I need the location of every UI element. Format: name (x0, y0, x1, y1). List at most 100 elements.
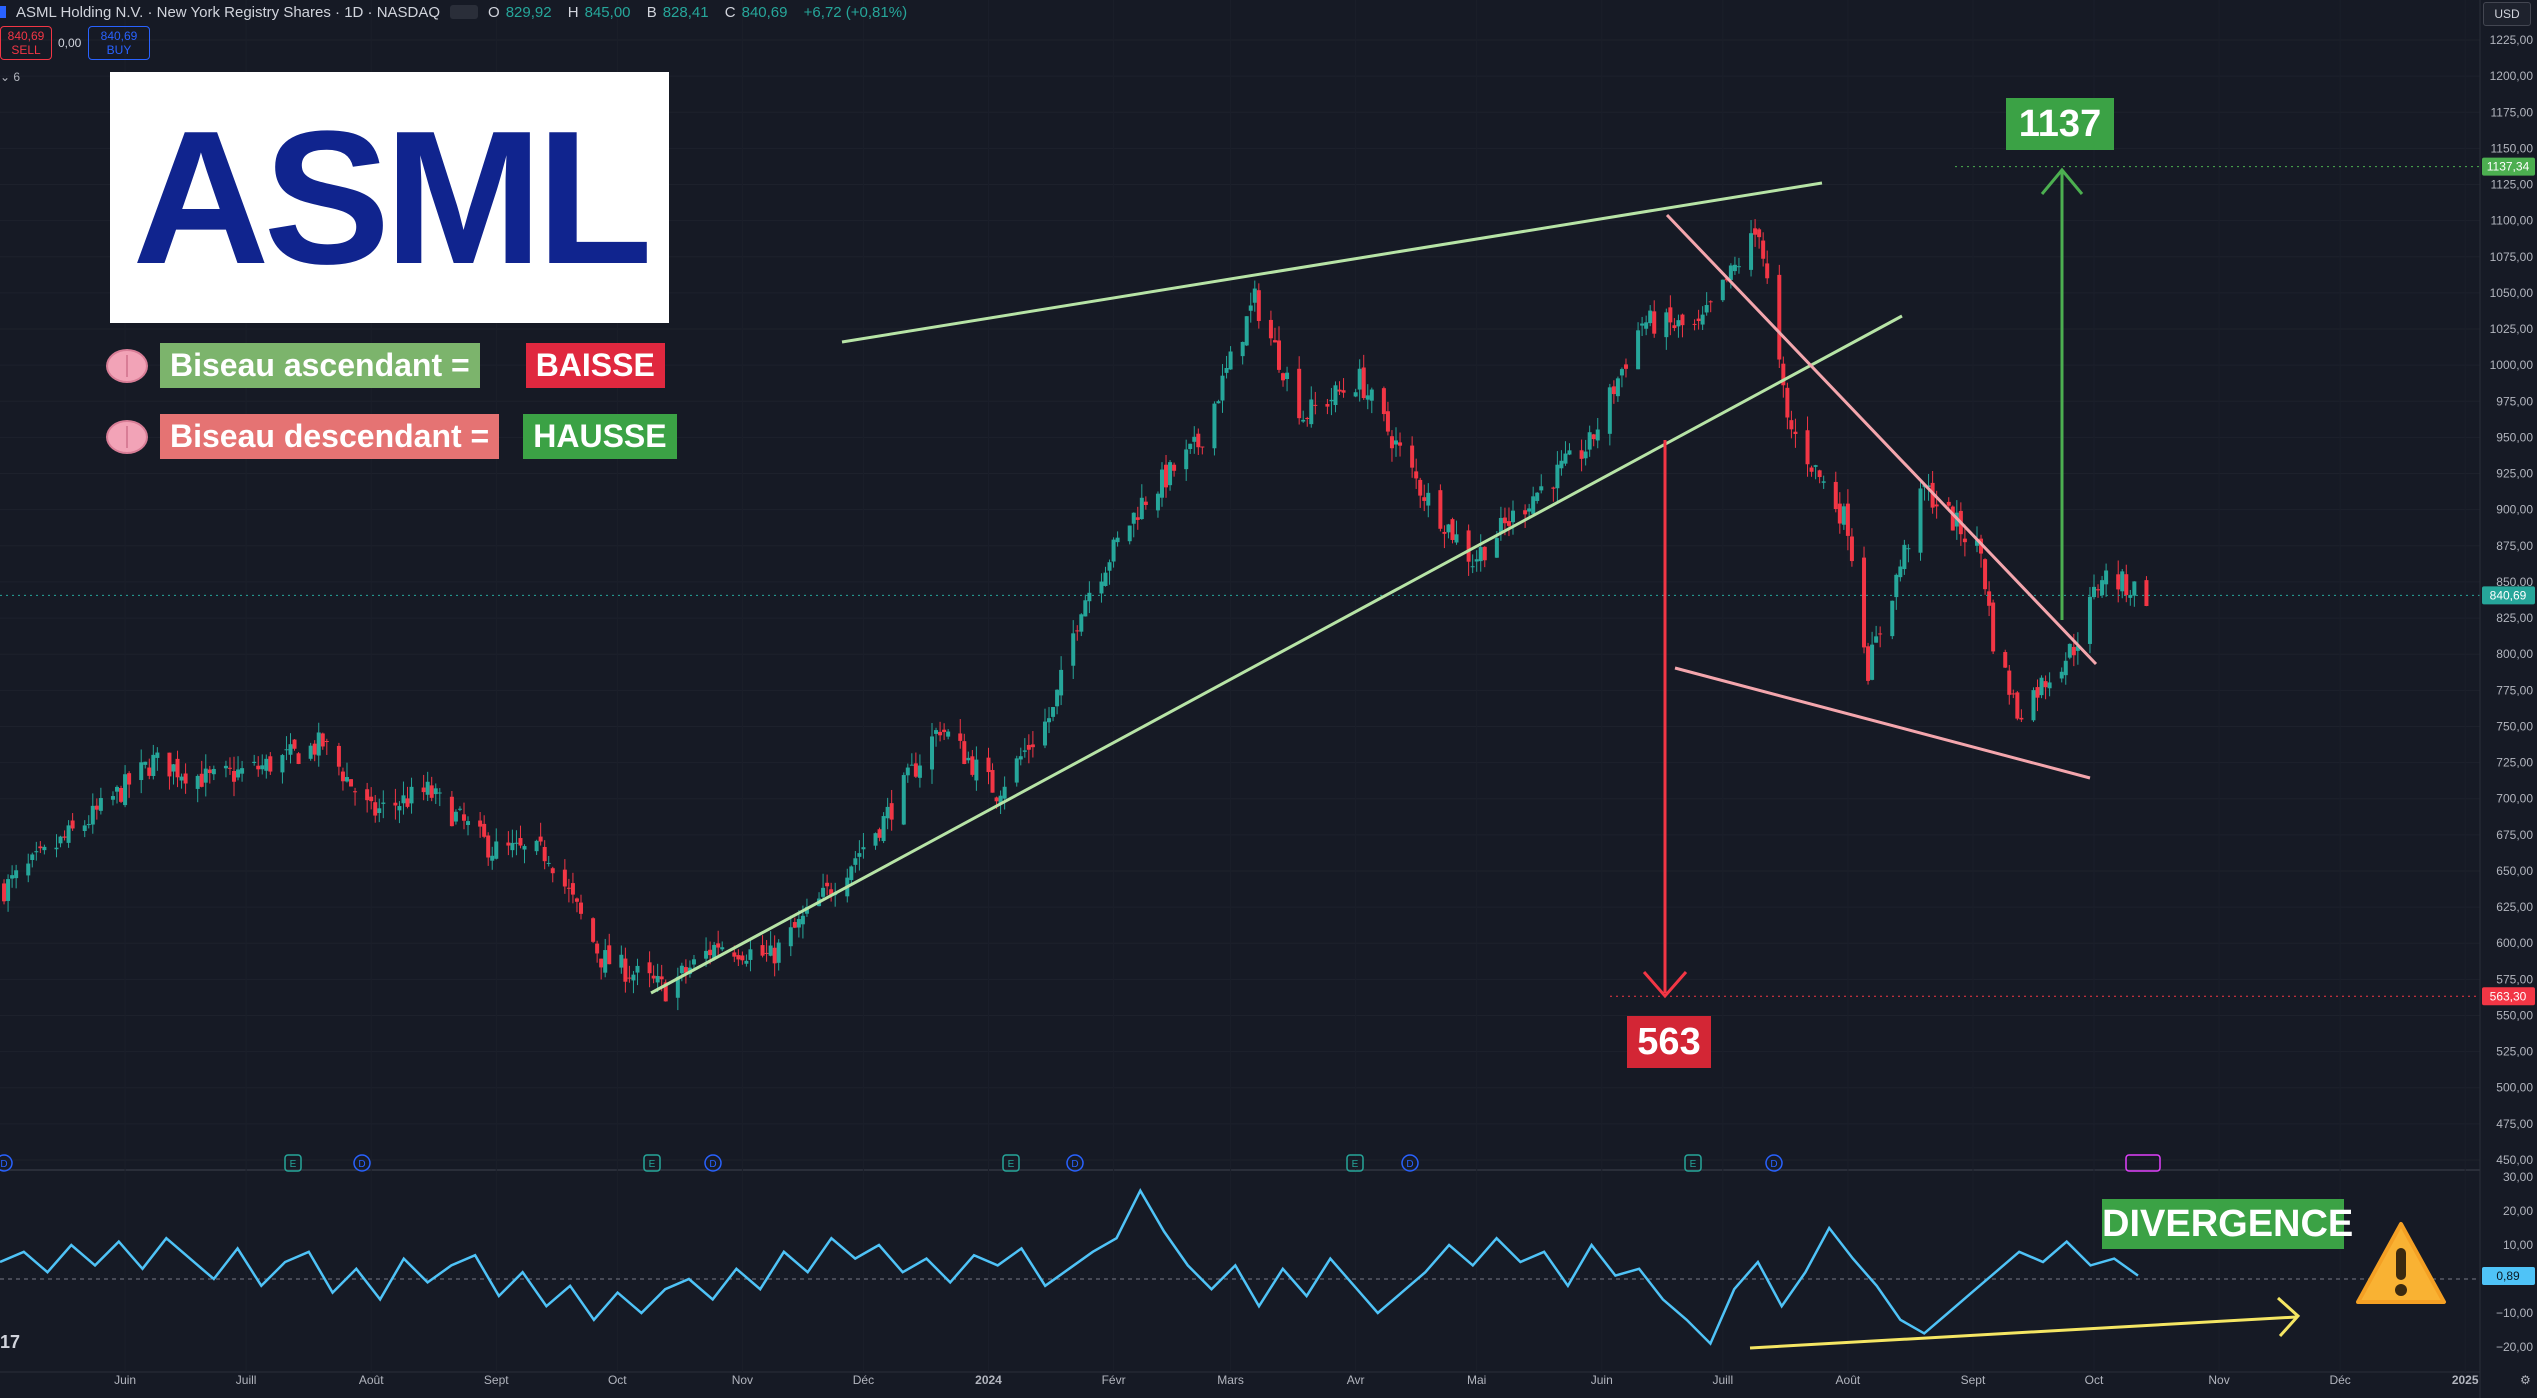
oscillator-value-tag (2482, 1266, 2535, 1285)
event-marker-letter: D (709, 1159, 716, 1170)
sell-button[interactable]: 840,69 SELL (0, 26, 52, 60)
candle-body (433, 788, 438, 795)
falling-wedge-upper-line (1665, 213, 2098, 666)
candle-body (34, 851, 39, 853)
price-tick-label: 1050,00 (2490, 286, 2534, 300)
candle-body (2100, 580, 2105, 596)
rising-wedge-result: BAISSE (525, 343, 665, 388)
candle-body (2063, 660, 2068, 676)
candle-body (1470, 566, 1475, 568)
candle-body (1535, 492, 1540, 501)
candle-body (776, 942, 781, 963)
candle-body (1155, 493, 1160, 511)
candle-body (986, 757, 991, 773)
time-tick-label: Avr (1347, 1373, 1365, 1387)
candle-body (1523, 510, 1528, 515)
candle-body (94, 805, 99, 810)
candle-body (1555, 464, 1560, 489)
candle-body (1494, 538, 1499, 558)
candle-body (1845, 503, 1850, 536)
candle-body (683, 967, 688, 973)
indicators-toggle[interactable]: ⌄ 6 (0, 70, 21, 84)
dividend-marker-icon (704, 1154, 722, 1172)
candle-body (1075, 630, 1080, 632)
buy-button[interactable]: 840,69 BUY (88, 26, 150, 60)
candle-body (1115, 537, 1120, 543)
candle-body (542, 846, 547, 862)
candle-body (829, 889, 834, 896)
candle-body (1611, 386, 1616, 395)
candle-body (179, 776, 184, 781)
dividend-marker-icon (353, 1154, 371, 1172)
candle-body (62, 836, 67, 838)
symbol-header[interactable]: ASML Holding N.V. · New York Registry Sh… (0, 0, 913, 24)
candle-body (744, 960, 749, 964)
candle-body (82, 825, 87, 831)
candle-body (990, 770, 995, 793)
candle-body (90, 805, 95, 825)
price-axis[interactable]: 1225,00 1200,00 1175,00 1150,00 1125,00 1100,… (2479, 0, 2537, 1398)
candle-body (1228, 351, 1233, 370)
candle-body (2075, 646, 2080, 651)
visibility-toggle-icon[interactable] (450, 5, 479, 19)
candle-body (320, 733, 325, 747)
candle-body (486, 835, 491, 858)
candle-body (1527, 508, 1532, 512)
candle-body (546, 862, 551, 864)
candle-body (538, 836, 543, 842)
currency-selector[interactable]: USD (2483, 2, 2531, 26)
candle-body (2035, 687, 2040, 698)
settings-gear-icon: ⚙ (2520, 1373, 2531, 1387)
price-tick-label: 500,00 (2496, 1081, 2533, 1095)
candle-body (578, 902, 583, 914)
candle-body (1636, 330, 1641, 370)
candle-body (312, 743, 317, 755)
candle-body (1676, 320, 1681, 327)
candle-body (1870, 644, 1875, 680)
candle-body (1732, 264, 1737, 272)
candle-body (1813, 465, 1818, 467)
candle-body (716, 943, 721, 948)
candle-body (930, 736, 935, 770)
candle-body (1708, 301, 1713, 303)
oscillator-line (0, 1187, 2139, 1346)
candle-body (1466, 530, 1471, 562)
buy-label: BUY (106, 43, 132, 57)
price-tick-label: 675,00 (2496, 828, 2533, 842)
candle-body (175, 758, 180, 778)
candle-body (772, 947, 777, 964)
candle-body (1474, 559, 1479, 562)
candle-body (1256, 290, 1261, 322)
price-tick-label: 1200,00 (2490, 69, 2534, 83)
price-tick-label: 825,00 (2496, 611, 2533, 625)
candle-body (1394, 440, 1398, 445)
candle-body (336, 745, 341, 767)
time-tick-label: Juin (114, 1373, 136, 1387)
time-axis[interactable]: Juin Juill Août Sept Oct Nov Déc 2024 Févr Mars Av… (114, 1373, 2531, 1387)
candle-body (1680, 314, 1685, 326)
logo-text: ASML (132, 91, 652, 304)
candle-body (1837, 503, 1842, 524)
candle-body (1365, 395, 1370, 400)
dividend-marker-icon (1401, 1154, 1419, 1172)
price-tick-label: 625,00 (2496, 900, 2533, 914)
time-tick-label: Mai (1467, 1373, 1486, 1387)
candle-body (1248, 305, 1253, 311)
price-tick-label: 1075,00 (2490, 250, 2534, 264)
candle-body (1753, 228, 1758, 235)
candle-body (2047, 682, 2052, 689)
candle-body (1369, 389, 1374, 401)
candle-body (449, 796, 454, 827)
candle-body (1329, 399, 1334, 402)
buy-price: 840,69 (100, 29, 138, 43)
candle-body (574, 898, 579, 902)
symbol-icon (0, 6, 6, 18)
candle-body (691, 959, 696, 965)
earnings-marker-icon (1684, 1154, 1702, 1172)
price-tick-label: 475,00 (2496, 1117, 2533, 1131)
price-tick-label: 700,00 (2496, 792, 2533, 806)
candle-body (619, 954, 624, 968)
upside-arrow-head (2040, 167, 2084, 195)
asml-logo: ASML (110, 72, 669, 323)
